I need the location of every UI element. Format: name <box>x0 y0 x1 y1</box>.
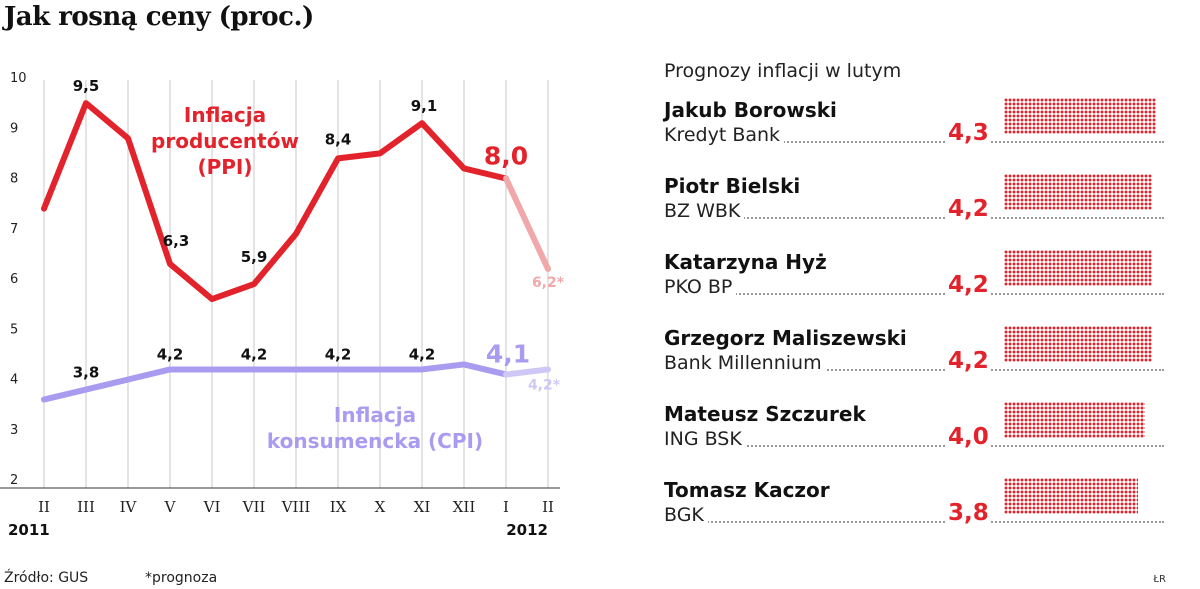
leader-dots <box>664 369 1164 371</box>
forecaster-name: Tomasz Kaczor <box>664 478 830 502</box>
forecast-value: 4,2 <box>946 348 991 374</box>
forecast-bar <box>1004 326 1152 362</box>
y-tick-label: 8 <box>10 172 18 187</box>
leader-dots <box>664 217 1164 219</box>
forecast-bar <box>1004 478 1138 514</box>
data-label: 5,9 <box>241 248 268 266</box>
series-name-label: konsumencka (CPI) <box>267 429 483 453</box>
forecast-row: BZ WBK 4,2 <box>664 174 1184 226</box>
x-tick-label: II <box>38 498 50 516</box>
forecast-bar <box>1004 250 1152 286</box>
institution-name: Bank Millennium <box>664 350 826 376</box>
data-label: 9,5 <box>73 77 100 95</box>
forecast-row: BGK 3,8 <box>664 478 1184 530</box>
data-label: 3,8 <box>73 364 100 382</box>
y-tick-label: 5 <box>10 322 18 337</box>
series-name-label: Inflacja <box>184 103 266 127</box>
series-name-label: Inflacja <box>334 403 416 427</box>
y-tick-label: 3 <box>10 423 18 438</box>
forecast-bar <box>1004 174 1152 210</box>
series-name-label: producentów <box>151 129 299 153</box>
forecast-row: PKO BP 4,2 <box>664 250 1184 302</box>
y-tick-label: 7 <box>10 222 18 237</box>
x-tick-label: IX <box>330 498 347 516</box>
forecast-value: 3,8 <box>946 500 991 526</box>
data-label: 4,2* <box>528 377 561 393</box>
forecast-entry: Grzegorz Maliszewski Bank Millennium 4,2 <box>664 326 1184 402</box>
forecast-value: 4,0 <box>946 424 991 450</box>
series-line <box>41 100 509 303</box>
leader-dots <box>664 521 1164 523</box>
forecast-title: Prognozy inflacji w lutym <box>664 60 902 82</box>
year-label: 2011 <box>8 521 50 539</box>
y-tick-label: 2 <box>10 473 18 488</box>
data-label: 4,1 <box>486 339 530 368</box>
y-tick-label: 10 <box>10 71 27 86</box>
data-label: 4,2 <box>241 345 268 363</box>
forecaster-name: Katarzyna Hyż <box>664 250 827 274</box>
forecast-list: Jakub Borowski Kredyt Bank 4,3 Piotr Bielsk… <box>664 98 1184 554</box>
x-tick-label: VIII <box>281 498 311 516</box>
forecast-entry: Tomasz Kaczor BGK 3,8 <box>664 478 1184 554</box>
source-note: Źródło: GUS <box>4 570 89 586</box>
forecast-segment <box>503 175 551 272</box>
leader-dots <box>664 141 1164 143</box>
data-label: 9,1 <box>411 97 438 115</box>
forecaster-name: Piotr Bielski <box>664 174 801 198</box>
series-name-label: (PPI) <box>197 155 252 179</box>
institution-name: PKO BP <box>664 274 737 300</box>
forecaster-name: Grzegorz Maliszewski <box>664 326 907 350</box>
institution-name: BGK <box>664 502 708 528</box>
leader-dots <box>664 445 1164 447</box>
data-label: 4,2 <box>409 345 436 363</box>
data-label: 4,2 <box>157 345 184 363</box>
forecaster-name: Jakub Borowski <box>664 98 837 122</box>
forecast-value: 4,2 <box>946 272 991 298</box>
series-line <box>41 361 509 403</box>
leader-dots <box>664 293 1164 295</box>
forecast-row: ING BSK 4,0 <box>664 402 1184 454</box>
forecast-entry: Mateusz Szczurek ING BSK 4,0 <box>664 402 1184 478</box>
x-tick-label: VI <box>203 498 221 516</box>
x-tick-label: VII <box>242 498 266 516</box>
x-tick-label: XII <box>453 498 476 516</box>
x-tick-label: X <box>375 498 386 516</box>
forecast-bar <box>1004 402 1145 438</box>
x-tick-label: V <box>164 498 177 516</box>
forecast-row: Kredyt Bank 4,3 <box>664 98 1184 150</box>
data-label: 4,2 <box>325 345 352 363</box>
x-tick-label: II <box>542 498 554 516</box>
forecaster-name: Mateusz Szczurek <box>664 402 866 426</box>
forecast-entry: Jakub Borowski Kredyt Bank 4,3 <box>664 98 1184 174</box>
x-tick-label: I <box>503 498 509 516</box>
forecast-entry: Katarzyna Hyż PKO BP 4,2 <box>664 250 1184 326</box>
forecast-panel: Prognozy inflacji w lutym Jakub Borowski… <box>664 60 1184 554</box>
data-label: 8,4 <box>325 130 352 148</box>
y-tick-label: 6 <box>10 272 18 287</box>
forecast-value: 4,3 <box>946 120 991 146</box>
x-tick-label: XI <box>414 498 431 516</box>
data-label: 8,0 <box>484 142 528 171</box>
y-tick-label: 4 <box>10 373 18 388</box>
year-label: 2012 <box>506 521 548 539</box>
data-label: 6,3 <box>163 232 190 250</box>
institution-name: BZ WBK <box>664 198 745 224</box>
forecast-bar <box>1004 98 1156 134</box>
data-label: 6,2* <box>532 275 565 291</box>
x-tick-label: III <box>77 498 95 516</box>
x-tick-label: IV <box>120 498 138 516</box>
institution-name: ING BSK <box>664 426 746 452</box>
forecast-row: Bank Millennium 4,2 <box>664 326 1184 378</box>
y-tick-label: 9 <box>10 121 18 136</box>
author-credit: ŁR <box>1153 574 1166 585</box>
forecast-segment <box>503 366 551 378</box>
forecast-value: 4,2 <box>946 196 991 222</box>
institution-name: Kredyt Bank <box>664 122 785 148</box>
forecast-entry: Piotr Bielski BZ WBK 4,2 <box>664 174 1184 250</box>
page-title: Jak rosną ceny (proc.) <box>4 2 314 32</box>
forecast-footnote: *prognoza <box>145 570 218 586</box>
